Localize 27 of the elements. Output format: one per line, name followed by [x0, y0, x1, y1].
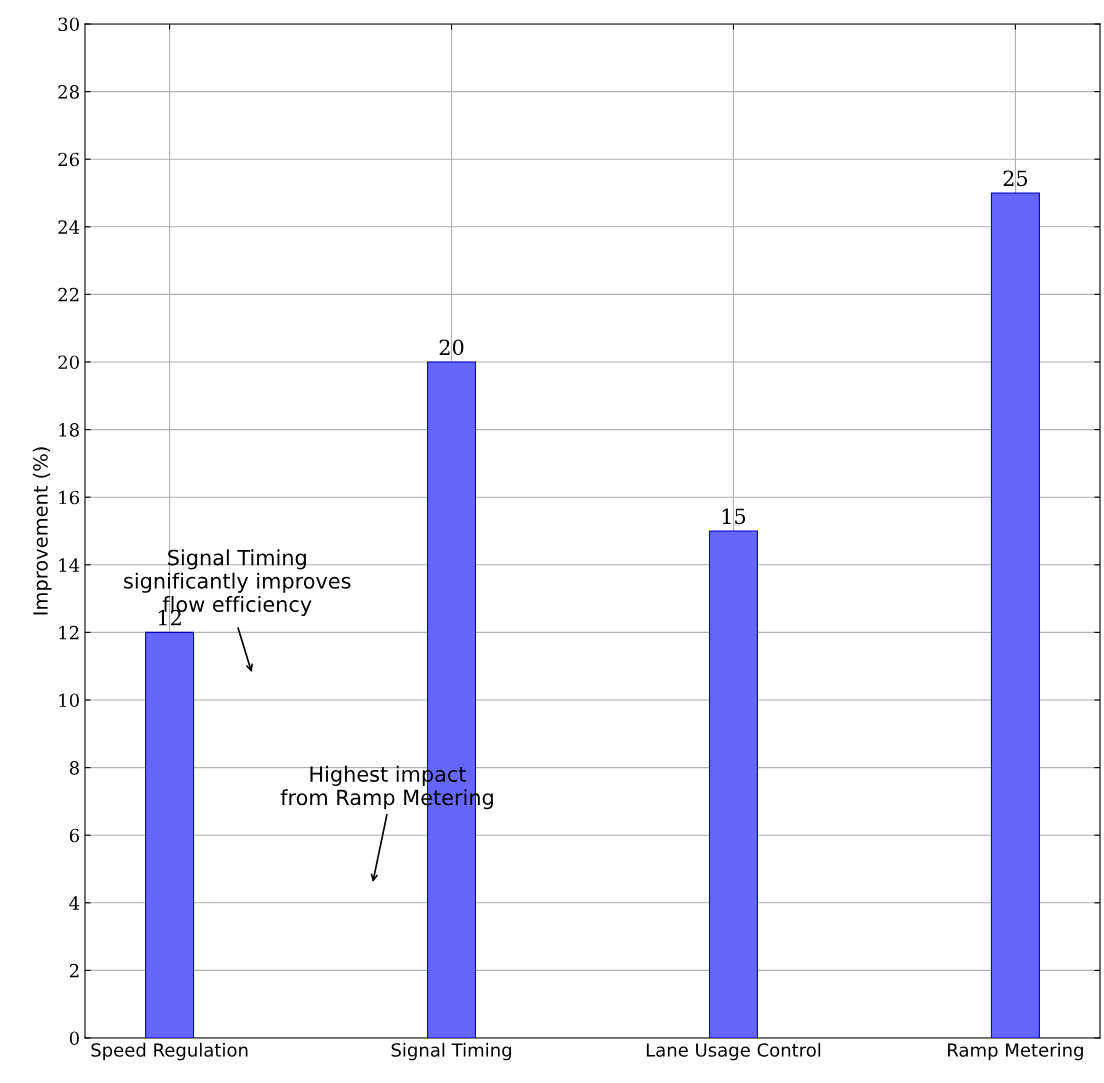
x-tick-label: Lane Usage Control [646, 1042, 821, 1061]
y-tick-label: 0 [69, 1031, 79, 1046]
y-tick-label: 10 [59, 693, 79, 708]
y-tick-label: 14 [59, 558, 80, 572]
y-tick-label: 20 [58, 355, 79, 370]
y-tick-label: 4 [69, 896, 80, 910]
y-tick-label: 22 [58, 287, 79, 302]
bar [708, 530, 758, 1038]
data-label: 20 [439, 339, 464, 356]
y-tick-label: 8 [69, 761, 79, 775]
y-tick-label: 26 [58, 152, 79, 167]
y-axis-title: Improvement (%) [32, 447, 52, 615]
data-label: 15 [722, 508, 746, 525]
x-tick-label: Ramp Metering [948, 1042, 1083, 1061]
y-tick-label: 16 [59, 490, 79, 505]
y-tick-label: 28 [58, 85, 79, 99]
x-tick-label: Signal Timing [391, 1042, 511, 1061]
bar [990, 192, 1040, 1038]
y-tick-label: 24 [58, 220, 80, 234]
data-label: 25 [1003, 170, 1028, 187]
y-tick-label: 18 [59, 423, 79, 437]
x-tick-label: Speed Regulation [91, 1042, 248, 1061]
y-tick-label: 30 [58, 17, 79, 32]
bar [145, 631, 195, 1038]
y-tick-label: 12 [59, 625, 79, 640]
y-tick-label: 2 [69, 963, 79, 978]
y-tick-label: 6 [69, 828, 79, 843]
